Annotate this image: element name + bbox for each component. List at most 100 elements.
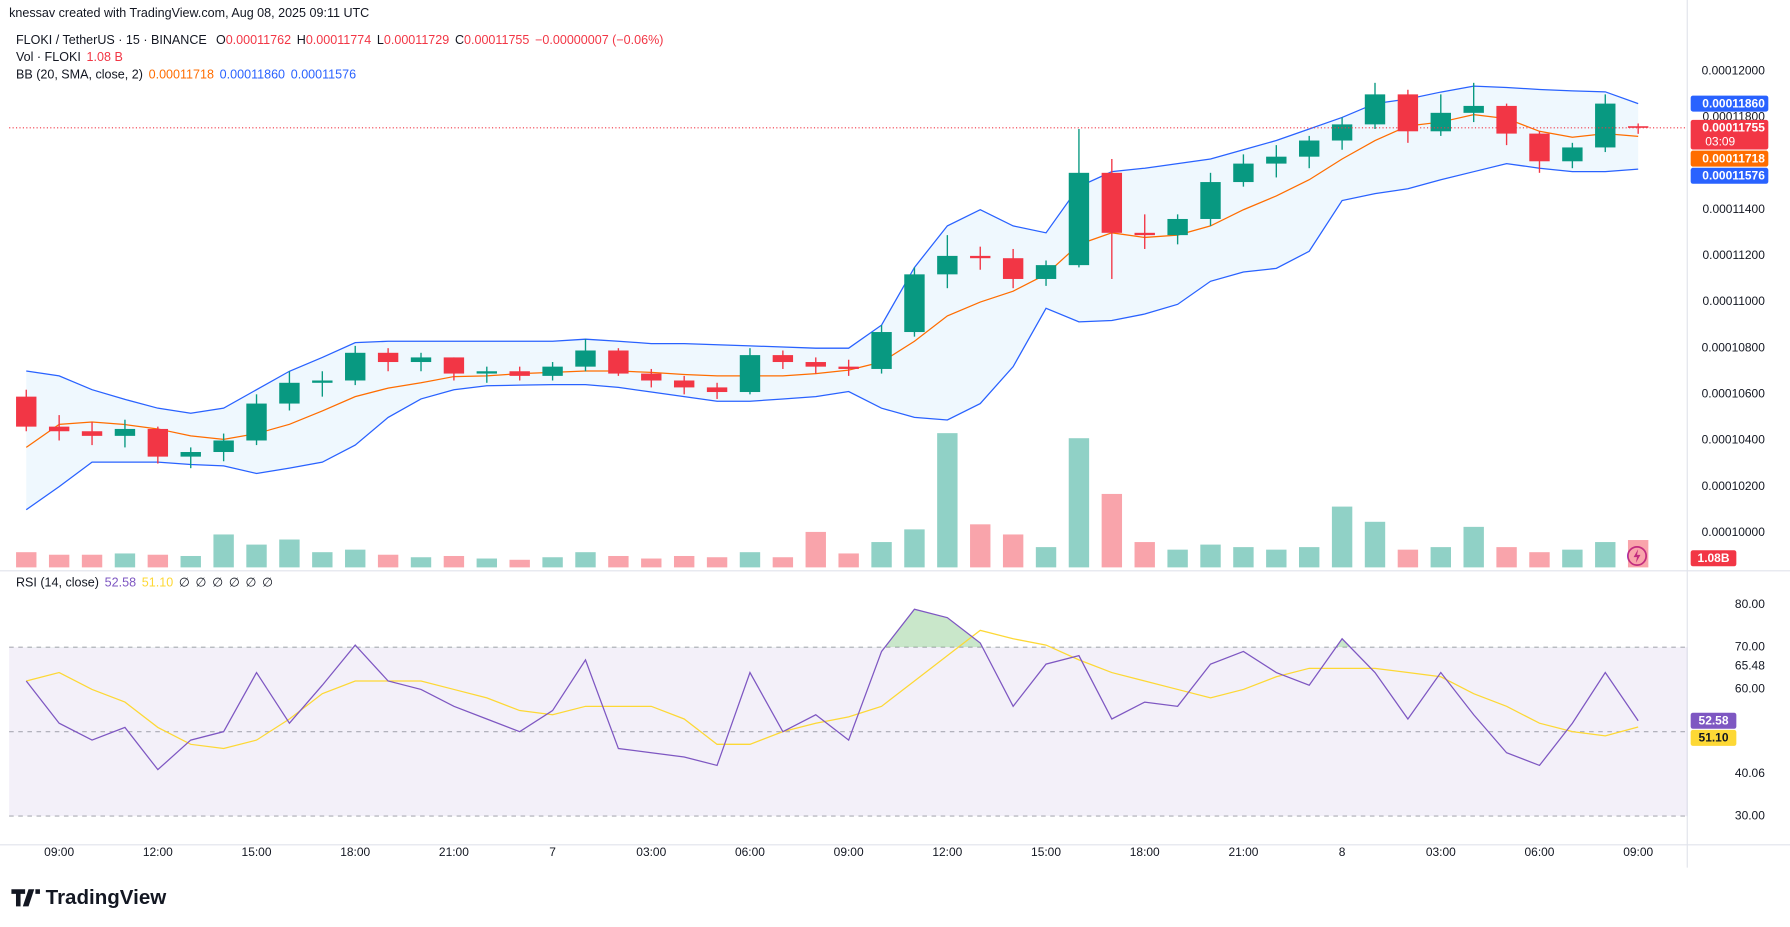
price-tag [1690,167,1769,184]
volume-bar [114,553,136,568]
volume-bar [509,559,530,568]
candle-body [1364,94,1386,125]
candle-body [706,387,728,393]
y-tick-label: 70.00 [1735,639,1765,653]
volume-bar [1167,549,1188,568]
y-tick-label: 80.00 [1735,597,1765,611]
candle-body [345,352,366,381]
countdown: 03:09 [1705,134,1735,148]
bb-legend: BB (20, SMA, close, 2) 0.00011718 0.000118… [16,68,356,82]
ohlc-key: O [216,33,226,47]
volume-tag-label: 1.08B [1698,551,1730,565]
volume-bar [312,552,333,568]
volume-bar [1101,493,1123,568]
price-tag-label: 0.00011576 [1702,169,1765,183]
volume-bar [1331,506,1353,568]
candle-body [739,355,761,393]
x-tick-label: 8 [1339,845,1346,859]
icon-bolt[interactable] [1633,549,1641,563]
candle-body [1233,163,1254,183]
volume-bar [904,529,925,568]
rsi-value: ∅ [179,576,190,590]
candle-body [805,362,826,367]
symbol-legend: FLOKI / TetherUS · 15 · BINANCE O0.000117… [16,33,663,47]
candle-body [377,352,399,363]
candle-body [509,371,530,376]
volume-bar [147,554,169,568]
candle-body [1299,140,1320,157]
volume-bar [246,544,267,568]
x-tick-label: 12:00 [932,845,962,859]
rsi-tag-label: 51.10 [1699,731,1729,745]
candle-body [312,380,333,383]
replay-icon[interactable] [1627,545,1648,566]
candle-body [937,255,958,275]
candle-body [575,350,596,367]
candle-body [608,350,629,374]
volume-bar [443,555,465,568]
candle-body [1397,94,1419,132]
candle-body [641,373,662,381]
candle-body [1002,258,1024,279]
rsi-value: ∅ [212,576,223,590]
x-tick-label: 21:00 [1228,845,1258,859]
candle-body [180,452,201,457]
candle-body [1167,218,1188,236]
volume-bar [1364,521,1386,568]
candle-body [1331,124,1353,141]
ohlc-value: 0.00011762 [226,33,291,47]
y-tick-label: 0.00010000 [1702,525,1766,539]
volume-bar [772,557,794,568]
candle-body [81,431,103,436]
y-tick-label: 0.00012000 [1702,63,1766,77]
volume-bar [476,558,498,568]
bb-value: 0.00011718 [149,68,214,82]
y-tick-label: 0.00011000 [1703,294,1766,308]
candle-body [114,428,136,436]
candle-body [16,396,37,427]
rsi-value: ∅ [245,576,256,590]
brand: TradingView [46,886,168,909]
candle-body [410,357,432,363]
volume-bar [1266,549,1287,568]
volume-name: Vol · FLOKI [16,51,81,65]
price-tag-label: 0.00011860 [1702,96,1765,110]
y-tick-label: 0.00010400 [1702,433,1766,447]
volume-bar [180,555,201,568]
candle-body [1200,182,1221,219]
candle-body [673,380,695,388]
volume-bar [1562,549,1583,568]
price-tag [1690,95,1769,112]
x-tick-label: 18:00 [340,845,370,859]
volume-bar [575,552,596,568]
volume-bar [48,554,70,568]
bb-value: 0.00011860 [220,68,285,82]
ohlc-key: H [297,33,306,47]
candle-body [1266,156,1287,164]
price-tag-label: 0.00011755 [1702,121,1765,135]
candle-body [48,426,70,432]
candle-body [838,366,859,369]
volume-bar [1463,526,1484,568]
x-tick-label: 15:00 [242,845,272,859]
candle-body [1595,103,1616,148]
volume-bar [1529,552,1550,568]
candle-body [1134,232,1155,236]
bb-value: 0.00011576 [291,68,356,82]
volume-bar [1627,540,1649,568]
candle-body [147,428,169,457]
ohlc-value: 0.00011774 [306,33,371,47]
candle-body [542,366,563,376]
rsi-legend: RSI (14, close) 52.58 51.10 ∅ ∅ ∅ ∅ ∅ ∅ [16,576,273,590]
x-tick-label: 06:00 [1525,845,1555,859]
volume-bar [16,552,37,568]
y-tick-label: 60.00 [1735,682,1765,696]
ohlc-key: L [377,33,384,47]
volume-legend: Vol · FLOKI 1.08 B [16,51,123,65]
volume-tag [1690,550,1737,567]
volume-bar [213,534,234,568]
x-tick-label: 09:00 [44,845,74,859]
x-tick-label: 7 [549,845,556,859]
ohlc-value: 0.00011755 [464,33,529,47]
